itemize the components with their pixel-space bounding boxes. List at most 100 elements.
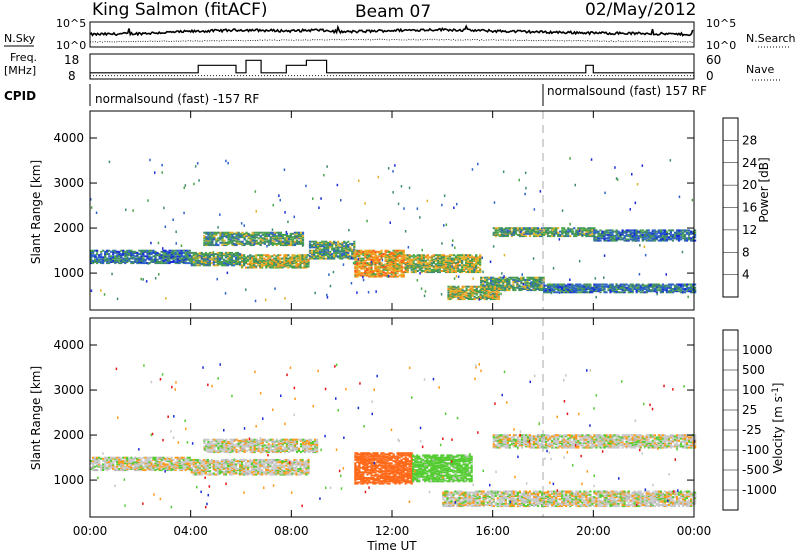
noise-cell (455, 274, 458, 278)
echo-cell (122, 254, 125, 257)
echo-cell (692, 288, 695, 290)
echo-cell (404, 270, 407, 272)
echo-cell (192, 460, 195, 463)
echo-cell (305, 261, 308, 263)
echo-cell (681, 231, 685, 234)
echo-cell (396, 267, 399, 270)
echo-cell (150, 464, 153, 467)
echo-cell (205, 232, 208, 235)
echo-cell (557, 291, 560, 294)
echo-cell (577, 231, 580, 234)
echo-cell (402, 266, 405, 269)
echo-cell (271, 259, 274, 262)
echo-cell (669, 289, 672, 292)
echo-cell (482, 284, 485, 287)
echo-cell (467, 266, 470, 269)
echo-cell (327, 246, 330, 249)
echo-cell (108, 262, 111, 265)
echo-cell (677, 232, 681, 235)
echo-cell (599, 233, 602, 236)
echo-cell (635, 231, 638, 234)
echo-cell (172, 463, 175, 466)
echo-cell (271, 236, 274, 239)
echo-cell (530, 277, 533, 280)
echo-cell (277, 233, 280, 236)
echo-cell (96, 469, 99, 472)
echo-cell (134, 255, 137, 258)
echo-cell (192, 461, 195, 464)
echo-cell (174, 261, 177, 263)
echo-cell (92, 466, 95, 469)
echo-cell (203, 237, 206, 240)
echo-cell (263, 242, 266, 245)
echo-cell (283, 242, 286, 245)
echo-cell (358, 253, 361, 256)
echo-cell (534, 285, 537, 288)
echo-cell (601, 236, 604, 239)
echo-cell (400, 274, 403, 277)
echo-cell (677, 286, 681, 289)
echo-cell (579, 232, 582, 235)
echo-cell (396, 257, 399, 260)
echo-cell (400, 270, 403, 272)
echo-cell (228, 263, 232, 266)
echo-cell (295, 240, 299, 243)
echo-cell (454, 271, 458, 274)
echo-cell (237, 255, 240, 258)
echo-cell (386, 271, 389, 274)
echo-cell (200, 469, 203, 472)
echo-cell (659, 291, 662, 294)
echo-cell (92, 254, 95, 257)
echo-cell (218, 257, 222, 260)
echo-cell (356, 268, 359, 271)
echo-cell (114, 256, 117, 259)
echo-cell (485, 294, 488, 297)
echo-cell (311, 246, 314, 249)
echo-cell (366, 268, 369, 271)
echo-cell (475, 291, 478, 294)
echo-cell (144, 456, 147, 459)
echo-cell (465, 271, 468, 274)
echo-cell (473, 290, 476, 293)
echo-cell (647, 284, 650, 287)
echo-cell (551, 284, 554, 287)
echo-cell (243, 261, 246, 263)
echo-cell (655, 285, 658, 288)
echo-cell (504, 279, 507, 281)
echo-cell (675, 237, 679, 240)
echo-cell (467, 258, 470, 261)
echo-cell (645, 230, 648, 233)
echo-cell (343, 255, 346, 258)
echo-cell (351, 244, 354, 247)
echo-cell (442, 255, 445, 258)
echo-cell (337, 246, 340, 249)
echo-cell (156, 259, 159, 262)
echo-cell (235, 263, 238, 266)
echo-cell (551, 232, 554, 235)
echo-cell (239, 264, 242, 267)
echo-cell (148, 461, 151, 464)
echo-cell (287, 237, 290, 240)
echo-cell (629, 291, 632, 294)
echo-cell (540, 284, 543, 287)
echo-cell (677, 230, 681, 233)
echo-cell (623, 230, 626, 233)
echo-cell (186, 457, 189, 460)
echo-cell (390, 271, 393, 274)
echo-cell (366, 250, 369, 253)
echo-cell (285, 255, 288, 258)
echo-cell (498, 283, 501, 286)
echo-cell (524, 279, 527, 281)
echo-cell (299, 235, 303, 238)
echo-cell (196, 254, 199, 257)
echo-cell (134, 461, 137, 464)
echo-cell (138, 256, 141, 259)
echo-cell (506, 227, 509, 230)
echo-cell (575, 230, 578, 233)
echo-cell (611, 284, 614, 287)
echo-cell (319, 255, 322, 258)
echo-cell (138, 456, 141, 459)
echo-cell (573, 290, 576, 293)
echo-cell (224, 263, 228, 266)
echo-cell (619, 238, 622, 241)
